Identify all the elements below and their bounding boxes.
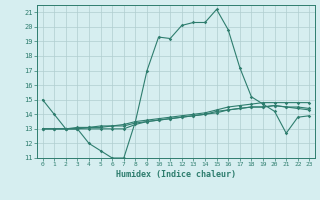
X-axis label: Humidex (Indice chaleur): Humidex (Indice chaleur) [116,170,236,179]
